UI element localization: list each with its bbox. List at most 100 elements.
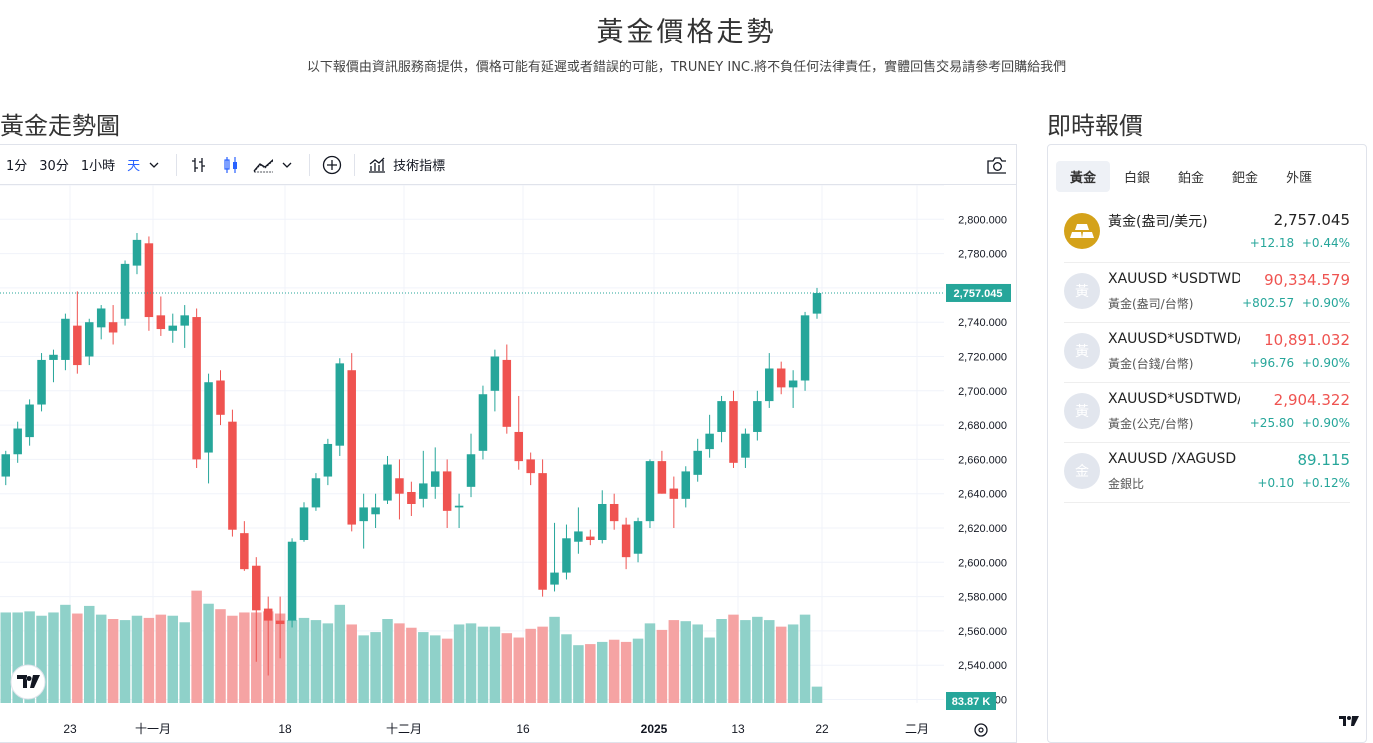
volume-bar bbox=[811, 686, 823, 703]
volume-bar bbox=[597, 641, 608, 703]
toolbar-divider bbox=[176, 153, 178, 176]
volume-bar bbox=[513, 637, 524, 703]
candle-body bbox=[442, 471, 452, 511]
quote-subtitle: 黃金(台錢/台幣) bbox=[1108, 357, 1194, 371]
volume-bar bbox=[0, 612, 11, 703]
candle-body bbox=[13, 428, 22, 455]
candle bbox=[645, 459, 655, 528]
volume-bar bbox=[179, 622, 190, 703]
candle bbox=[383, 455, 392, 504]
candle bbox=[13, 421, 22, 463]
interval-1h-button[interactable]: 1小時 bbox=[80, 159, 116, 174]
candle-body bbox=[263, 608, 273, 621]
bar-chart-icon[interactable] bbox=[189, 155, 209, 175]
candle-body bbox=[741, 433, 750, 458]
volume-bar bbox=[215, 609, 226, 703]
quote-subtitle: 黃金(盎司/台幣) bbox=[1108, 297, 1194, 311]
volume-label: 83.87 K bbox=[952, 696, 991, 708]
candle-body bbox=[526, 459, 535, 474]
quote-row[interactable]: 黃 XAUUSD *USDTWD 黃金(盎司/台幣) 90,334.579 +8… bbox=[1064, 263, 1350, 323]
candle bbox=[73, 291, 82, 374]
chart-widget[interactable]: 1分 30分 1小時 天 技術指標 2,800 bbox=[0, 144, 1017, 743]
tab-palladium[interactable]: 鈀金 bbox=[1232, 171, 1259, 186]
candle-body bbox=[550, 572, 559, 585]
volume-bar bbox=[346, 624, 357, 703]
interval-1d-button[interactable]: 天 bbox=[127, 159, 141, 174]
candle bbox=[287, 538, 297, 628]
volume-bar bbox=[680, 621, 692, 703]
tab-silver[interactable]: 白銀 bbox=[1124, 171, 1151, 186]
y-tick-label: 2,780.000 bbox=[958, 249, 1007, 261]
tradingview-logo-icon[interactable] bbox=[1338, 713, 1360, 732]
camera-icon[interactable] bbox=[986, 155, 1006, 175]
candle bbox=[371, 493, 380, 528]
candle bbox=[538, 459, 547, 597]
candle-body bbox=[621, 524, 631, 558]
y-tick-label: 2,620.000 bbox=[958, 523, 1007, 535]
volume-bar bbox=[704, 637, 715, 703]
quote-change: +12.18 +0.44% bbox=[1249, 236, 1350, 250]
tradingview-logo-mark bbox=[17, 675, 40, 688]
volume-bar bbox=[573, 645, 584, 703]
toolbar-divider bbox=[309, 153, 311, 176]
candle-body bbox=[156, 315, 166, 330]
add-compare-icon[interactable] bbox=[322, 155, 342, 175]
candle bbox=[132, 233, 142, 275]
quote-subtitle: 黃金(公克/台幣) bbox=[1108, 417, 1194, 431]
candle bbox=[753, 390, 762, 441]
volume-bar bbox=[465, 623, 477, 703]
chevron-down-icon[interactable] bbox=[277, 155, 297, 175]
area-chart-icon[interactable] bbox=[253, 155, 274, 175]
chevron-down-icon[interactable] bbox=[144, 155, 164, 175]
volume-bar bbox=[48, 612, 59, 703]
quote-tabs: 黃金 白銀 鉑金 鈀金 外匯 bbox=[1056, 161, 1366, 192]
y-tick-label: 2,800.000 bbox=[958, 214, 1007, 226]
candle-body bbox=[454, 505, 464, 508]
y-tick-label: 2,720.000 bbox=[958, 352, 1007, 364]
candle-body bbox=[502, 359, 512, 427]
interval-30m-button[interactable]: 30分 bbox=[39, 159, 69, 174]
volume-bar bbox=[84, 605, 95, 703]
quote-name: XAUUSD *USDTWD bbox=[1108, 271, 1240, 287]
candle-body bbox=[168, 325, 178, 331]
volume-bar bbox=[525, 628, 536, 703]
volume-bar bbox=[72, 613, 83, 703]
volume-bar bbox=[644, 623, 656, 703]
candle bbox=[25, 399, 34, 446]
candle bbox=[395, 459, 404, 520]
volume-bar bbox=[131, 615, 143, 703]
candle-body bbox=[240, 533, 249, 570]
interval-1m-button[interactable]: 1分 bbox=[6, 159, 28, 174]
candle-body bbox=[693, 450, 702, 475]
candle-body bbox=[287, 541, 297, 621]
quote-row[interactable]: 黃 XAUUSD*USDTWD/ 黃金(公克/台幣) 2,904.322 +25… bbox=[1064, 383, 1350, 443]
candlestick-icon[interactable] bbox=[221, 155, 241, 175]
tab-forex[interactable]: 外匯 bbox=[1286, 171, 1313, 186]
candlestick-chart[interactable]: 2,800.0002,780.0002,760.0002,740.0002,72… bbox=[0, 185, 1016, 743]
candle-body bbox=[765, 368, 774, 402]
candle-body bbox=[216, 380, 225, 415]
candle bbox=[478, 385, 488, 460]
candle-body bbox=[395, 478, 404, 494]
quote-row[interactable]: 黃金(盎司/美元) 2,757.045 +12.18 +0.44% bbox=[1064, 203, 1350, 263]
candle-body bbox=[228, 421, 237, 530]
volume-bar bbox=[167, 615, 179, 703]
x-tick-label: 16 bbox=[516, 722, 530, 736]
candle-body bbox=[562, 538, 571, 573]
candle bbox=[61, 313, 70, 371]
indicators-icon[interactable] bbox=[367, 155, 387, 175]
candle bbox=[598, 490, 607, 544]
candle bbox=[681, 466, 691, 508]
quote-row[interactable]: 金 XAUUSD /XAGUSD 金銀比 89.115 +0.10 +0.12% bbox=[1064, 443, 1350, 503]
quote-panel: 黃金 白銀 鉑金 鈀金 外匯 黃金(盎司/美元) 2,757.045 +12.1… bbox=[1047, 144, 1367, 743]
candle bbox=[204, 373, 213, 484]
last-price-badge bbox=[946, 283, 1011, 302]
candle bbox=[275, 596, 285, 659]
volume-bar bbox=[787, 624, 799, 703]
quote-row[interactable]: 黃 XAUUSD*USDTWD/ 黃金(台錢/台幣) 10,891.032 +9… bbox=[1064, 323, 1350, 383]
candle-body bbox=[37, 359, 46, 405]
indicators-button[interactable]: 技術指標 bbox=[393, 159, 446, 174]
tab-platinum[interactable]: 鉑金 bbox=[1178, 171, 1205, 186]
tab-gold[interactable]: 黃金 bbox=[1056, 161, 1111, 192]
candle-body bbox=[717, 401, 726, 432]
